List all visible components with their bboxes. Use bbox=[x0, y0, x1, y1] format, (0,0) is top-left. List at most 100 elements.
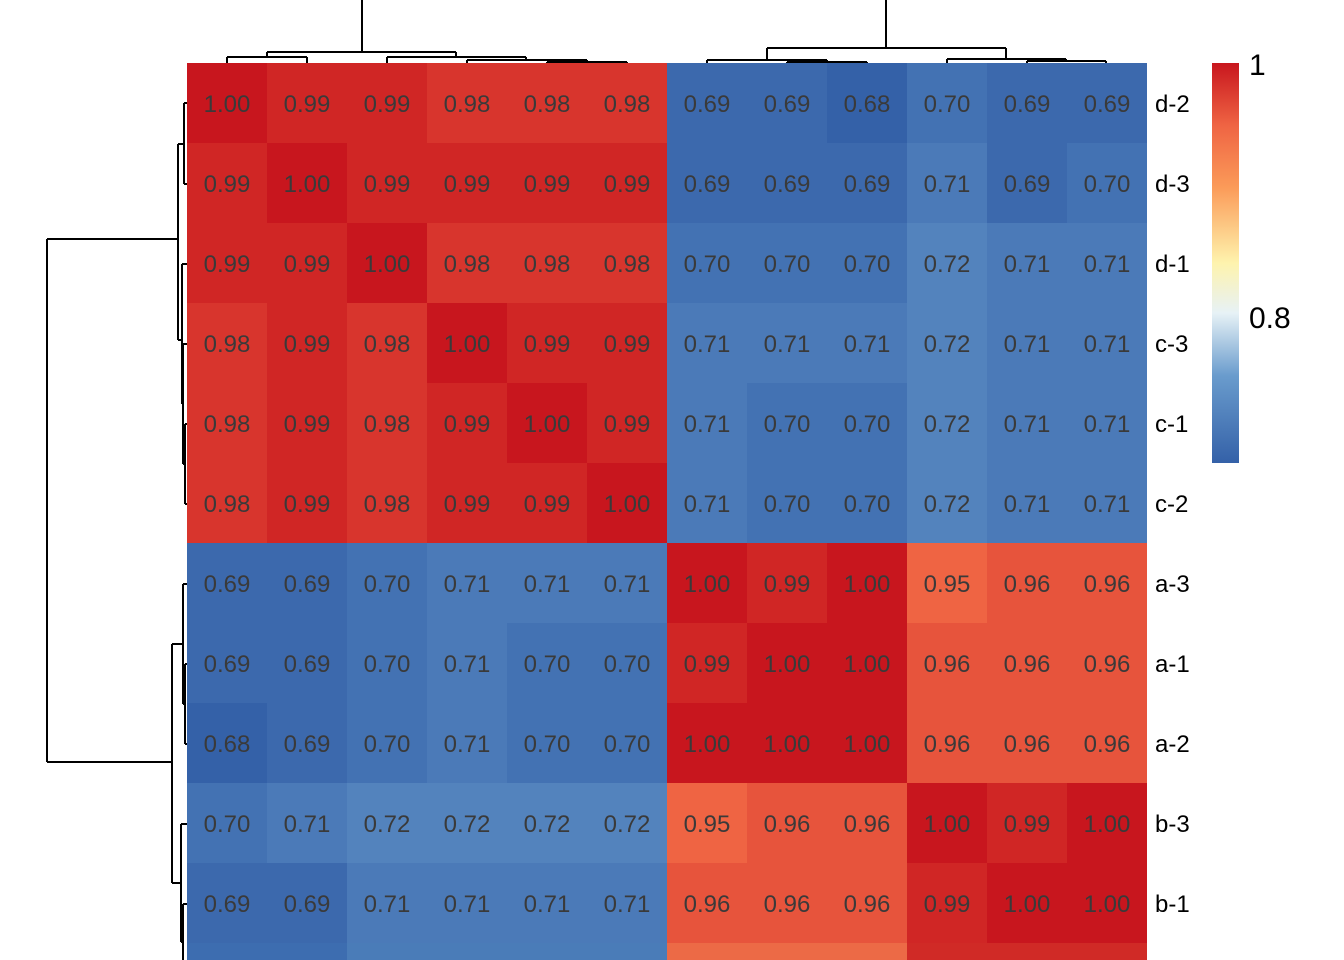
row-label: b-3 bbox=[1155, 811, 1190, 838]
heatmap-cell-partial bbox=[347, 943, 427, 960]
heatmap-cell-value: 0.71 bbox=[684, 331, 731, 358]
heatmap-cell-value: 0.99 bbox=[524, 331, 571, 358]
heatmap-cell bbox=[427, 223, 507, 303]
heatmap-cell bbox=[507, 623, 587, 703]
heatmap-cell-value: 0.72 bbox=[924, 331, 971, 358]
heatmap-cell-value: 0.98 bbox=[604, 91, 651, 118]
heatmap-cell bbox=[747, 63, 827, 143]
heatmap-cell-value: 0.96 bbox=[1084, 651, 1131, 678]
heatmap-cell-value: 0.99 bbox=[604, 331, 651, 358]
heatmap-cell-value: 1.00 bbox=[684, 731, 731, 758]
heatmap-cell bbox=[427, 463, 507, 543]
heatmap-cell bbox=[827, 383, 907, 463]
heatmap-cell bbox=[507, 63, 587, 143]
heatmap-cell bbox=[267, 63, 347, 143]
heatmap-cell bbox=[987, 703, 1067, 783]
heatmap-cell bbox=[587, 63, 667, 143]
heatmap-cell-value: 0.72 bbox=[524, 811, 571, 838]
heatmap-cell bbox=[667, 63, 747, 143]
color-legend: 1 0.8 bbox=[1212, 49, 1291, 463]
heatmap-cell bbox=[747, 703, 827, 783]
heatmap-cell-value: 0.71 bbox=[764, 331, 811, 358]
heatmap-cell-value: 0.71 bbox=[444, 571, 491, 598]
heatmap-cell-value: 0.68 bbox=[844, 91, 891, 118]
heatmap-cell-value: 0.96 bbox=[1084, 571, 1131, 598]
heatmap-cell bbox=[347, 863, 427, 943]
heatmap-cell-value: 0.71 bbox=[524, 571, 571, 598]
heatmap-cell bbox=[347, 303, 427, 383]
heatmap-cell-value: 1.00 bbox=[284, 171, 331, 198]
heatmap-cell bbox=[987, 863, 1067, 943]
heatmap-cell bbox=[747, 303, 827, 383]
heatmap-cell bbox=[267, 303, 347, 383]
heatmap-cell-value: 0.70 bbox=[364, 731, 411, 758]
heatmap-cell bbox=[747, 223, 827, 303]
heatmap-cell-partial bbox=[747, 943, 827, 960]
heatmap-cell-value: 0.72 bbox=[364, 811, 411, 838]
heatmap-cell-value: 0.72 bbox=[924, 251, 971, 278]
heatmap-cell-value: 0.96 bbox=[924, 731, 971, 758]
heatmap-cell-value: 0.71 bbox=[1004, 491, 1051, 518]
heatmap-cell bbox=[1067, 783, 1147, 863]
heatmap-cell bbox=[267, 223, 347, 303]
heatmap-cell-value: 0.71 bbox=[684, 491, 731, 518]
heatmap-cell-value: 0.71 bbox=[844, 331, 891, 358]
heatmap-cell bbox=[507, 543, 587, 623]
heatmap-cell bbox=[187, 543, 267, 623]
heatmap-cell-value: 0.69 bbox=[284, 571, 331, 598]
heatmap-cell-value: 0.99 bbox=[524, 491, 571, 518]
heatmap-cell bbox=[347, 703, 427, 783]
heatmap-cell-value: 0.98 bbox=[524, 91, 571, 118]
heatmap-cell-partial bbox=[427, 943, 507, 960]
heatmap-cell bbox=[667, 783, 747, 863]
heatmap-cell-value: 0.72 bbox=[924, 491, 971, 518]
row-label: a-1 bbox=[1155, 651, 1190, 678]
heatmap-cell bbox=[1067, 543, 1147, 623]
heatmap-cell-value: 0.70 bbox=[604, 651, 651, 678]
heatmap-cell bbox=[347, 783, 427, 863]
heatmap-cell bbox=[907, 223, 987, 303]
heatmap-cell bbox=[267, 703, 347, 783]
heatmap-cell-value: 0.98 bbox=[204, 411, 251, 438]
heatmap-cell-value: 0.99 bbox=[364, 171, 411, 198]
heatmap-cell-value: 1.00 bbox=[844, 651, 891, 678]
heatmap-cell-value: 0.70 bbox=[684, 251, 731, 278]
heatmap-cell bbox=[427, 863, 507, 943]
heatmap-cell-value: 0.70 bbox=[604, 731, 651, 758]
heatmap-cell-value: 0.72 bbox=[604, 811, 651, 838]
heatmap-cell bbox=[987, 63, 1067, 143]
heatmap-cell-value: 0.96 bbox=[1004, 571, 1051, 598]
heatmap-cells bbox=[187, 63, 1147, 960]
heatmap-cell-value: 1.00 bbox=[204, 91, 251, 118]
column-dendrogram bbox=[226, 0, 1107, 63]
heatmap-cell-value: 0.70 bbox=[364, 571, 411, 598]
heatmap-cell bbox=[747, 383, 827, 463]
heatmap-cell-value: 0.69 bbox=[204, 651, 251, 678]
heatmap-cell bbox=[667, 863, 747, 943]
row-dendrogram-bottom-cluster bbox=[171, 583, 187, 960]
heatmap-cell-value: 1.00 bbox=[1084, 891, 1131, 918]
row-dendrogram bbox=[46, 102, 187, 960]
heatmap-cell bbox=[427, 783, 507, 863]
heatmap-cell-value: 0.99 bbox=[444, 411, 491, 438]
heatmap-cell bbox=[507, 383, 587, 463]
heatmap-cell-partial bbox=[827, 943, 907, 960]
heatmap-cell bbox=[667, 383, 747, 463]
heatmap-cell bbox=[587, 303, 667, 383]
legend-tick-mid: 0.8 bbox=[1249, 302, 1291, 335]
heatmap-cell-value: 1.00 bbox=[444, 331, 491, 358]
heatmap-cell-partial bbox=[187, 943, 267, 960]
heatmap-cell bbox=[747, 543, 827, 623]
heatmap-cell bbox=[907, 143, 987, 223]
heatmap-cell bbox=[987, 543, 1067, 623]
heatmap-cell-value: 0.69 bbox=[284, 731, 331, 758]
heatmap-cell bbox=[587, 783, 667, 863]
heatmap-cell bbox=[987, 783, 1067, 863]
heatmap-cell bbox=[1067, 703, 1147, 783]
heatmap-cell-value: 0.71 bbox=[1084, 491, 1131, 518]
row-label: d-3 bbox=[1155, 171, 1190, 198]
heatmap-cell bbox=[1067, 863, 1147, 943]
heatmap-cell bbox=[347, 623, 427, 703]
heatmap-cell bbox=[827, 223, 907, 303]
heatmap-cell-value: 0.99 bbox=[364, 91, 411, 118]
